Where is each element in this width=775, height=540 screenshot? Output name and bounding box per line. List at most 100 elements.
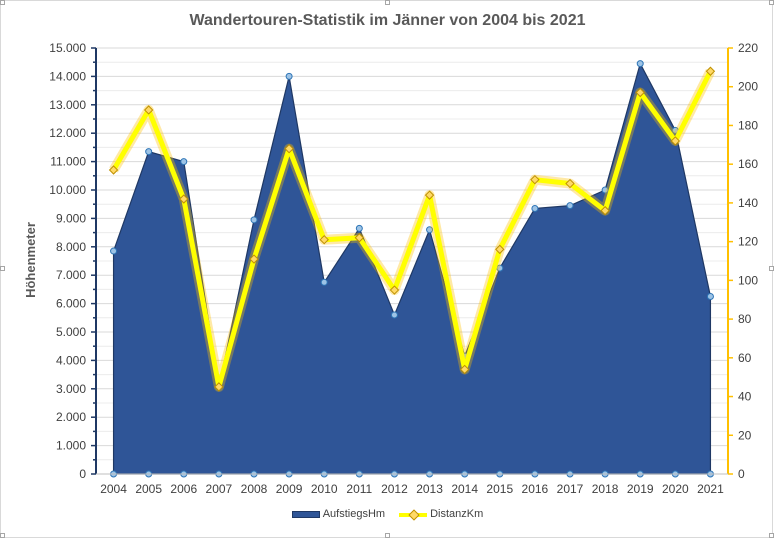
x-tick-label: 2018 (592, 482, 619, 496)
x-tick-label: 2017 (557, 482, 584, 496)
point-distanzkm-2004 (108, 165, 119, 175)
point-distanzkm-2018 (600, 205, 610, 216)
point-distanzkm-2011 (354, 233, 365, 243)
point-aufstiegshm-2017 (566, 202, 574, 210)
legend-item-distanzkm: DistanzKm (399, 508, 484, 521)
legend: AufstiegsHm DistanzKm (0, 508, 775, 521)
x-tick-label: 2019 (627, 482, 654, 496)
resize-handle-middle-left[interactable] (0, 266, 5, 271)
point-aufstiegshm-2006 (180, 158, 188, 166)
point-aufstiegshm-2008 (250, 216, 258, 224)
y-axis-title: Höhenmeter (23, 222, 38, 298)
point-distanzkm-2008 (249, 254, 259, 264)
point-distanzkm-2017 (565, 178, 575, 189)
y-tick-label: 10.000 (49, 183, 86, 197)
point-distanzkm-2009 (284, 143, 294, 154)
y2-tick-label: 120 (738, 235, 758, 249)
point-aufstiegshm-2011 (355, 224, 363, 232)
point-distanzkm-2014 (459, 364, 470, 375)
y2-tick-label: 100 (738, 273, 758, 287)
point-distanzkm-2016 (530, 174, 540, 185)
x-tick-label: 2012 (381, 482, 408, 496)
x-tick-label: 2006 (170, 482, 197, 496)
y2-tick-label: 60 (738, 351, 752, 365)
point-aufstiegshm-2018 (601, 186, 609, 194)
y2-tick-label: 180 (738, 118, 758, 132)
y2-tick-label: 80 (738, 312, 752, 326)
line-distanzkm (111, 70, 713, 390)
y-tick-label: 11.000 (50, 155, 86, 169)
y2-tick-label: 220 (738, 41, 758, 55)
x-tick-label: 2009 (276, 482, 303, 496)
chart-title: Wandertouren-Statistik im Jänner von 200… (189, 12, 586, 29)
area-aufstiegshm (112, 62, 712, 475)
y-tick-label: 2.000 (56, 410, 86, 424)
legend-label-aufstiegshm: AufstiegsHm (322, 508, 386, 520)
resize-handle-bottom-center[interactable] (385, 533, 390, 538)
x-tick-label: 2016 (522, 482, 549, 496)
point-aufstiegshm-2005 (145, 148, 153, 156)
resize-handle-middle-right[interactable] (769, 266, 774, 271)
point-distanzkm-2020 (670, 136, 681, 146)
point-distanzkm-2005 (143, 105, 154, 115)
y-tick-label: 3.000 (56, 382, 86, 396)
resize-handle-top-left[interactable] (0, 0, 5, 5)
x-tick-label: 2011 (346, 482, 372, 496)
point-aufstiegshm-2010 (320, 278, 328, 286)
x-tick-label: 2020 (662, 482, 689, 496)
point-aufstiegshm-2004 (110, 247, 118, 255)
legend-item-aufstiegshm: AufstiegsHm (291, 508, 386, 520)
y-tick-label: 13.000 (49, 98, 86, 112)
point-aufstiegshm-2019 (636, 60, 644, 68)
x-tick-label: 2014 (451, 482, 478, 496)
point-aufstiegshm-2012 (390, 311, 398, 319)
point-distanzkm-2015 (495, 244, 505, 255)
point-aufstiegshm-2016 (531, 204, 539, 212)
y2-tick-label: 200 (738, 80, 758, 94)
resize-handle-top-right[interactable] (769, 0, 774, 5)
y-tick-label: 15.000 (49, 41, 86, 55)
resize-handle-bottom-left[interactable] (0, 533, 5, 538)
y2-tick-label: 140 (738, 196, 758, 210)
x-tick-label: 2021 (697, 482, 724, 496)
line-series (108, 66, 716, 392)
resize-handle-bottom-right[interactable] (769, 533, 774, 538)
point-distanzkm-2010 (319, 234, 329, 245)
x-tick-label: 2007 (206, 482, 233, 496)
point-distanzkm-2019 (635, 87, 645, 98)
y2-tick-label: 160 (738, 157, 758, 171)
x-tick-label: 2004 (100, 482, 127, 496)
y-tick-label: 0 (79, 467, 86, 481)
legend-swatch-area (291, 510, 320, 518)
point-distanzkm-2012 (389, 285, 400, 295)
y2-tick-label: 0 (738, 467, 745, 481)
y-tick-label: 12.000 (49, 126, 86, 140)
y2-tick-label: 20 (738, 428, 752, 442)
point-distanzkm-2021 (705, 66, 716, 76)
x-tick-label: 2005 (135, 482, 162, 496)
y-tick-label: 1.000 (56, 439, 86, 453)
point-distanzkm-2013 (424, 190, 435, 200)
y-tick-label: 9.000 (56, 211, 86, 225)
point-distanzkm-2007 (214, 382, 224, 392)
legend-label-distanzkm: DistanzKm (430, 508, 484, 520)
y-tick-label: 4.000 (56, 353, 86, 367)
x-tick-label: 2013 (416, 482, 443, 496)
legend-swatch-line (399, 508, 428, 521)
x-tick-label: 2010 (311, 482, 338, 496)
point-aufstiegshm-2021 (706, 293, 714, 300)
y-tick-label: 8.000 (56, 240, 86, 254)
x-tick-label: 2015 (486, 482, 513, 496)
y-tick-label: 5.000 (56, 325, 86, 339)
point-aufstiegshm-2013 (426, 226, 434, 234)
point-distanzkm-2006 (179, 194, 189, 204)
y-tick-label: 7.000 (56, 268, 86, 282)
axes: 0 1.000 2.000 3.000 4.000 5.000 6.000 7.000 8.00… (49, 41, 758, 496)
point-aufstiegshm-2009 (285, 72, 293, 80)
resize-handle-top-center[interactable] (385, 0, 390, 5)
x-tick-label: 2008 (241, 482, 268, 496)
y2-tick-label: 40 (738, 390, 752, 404)
y-tick-label: 6.000 (56, 297, 86, 311)
y-tick-label: 14.000 (49, 69, 86, 83)
